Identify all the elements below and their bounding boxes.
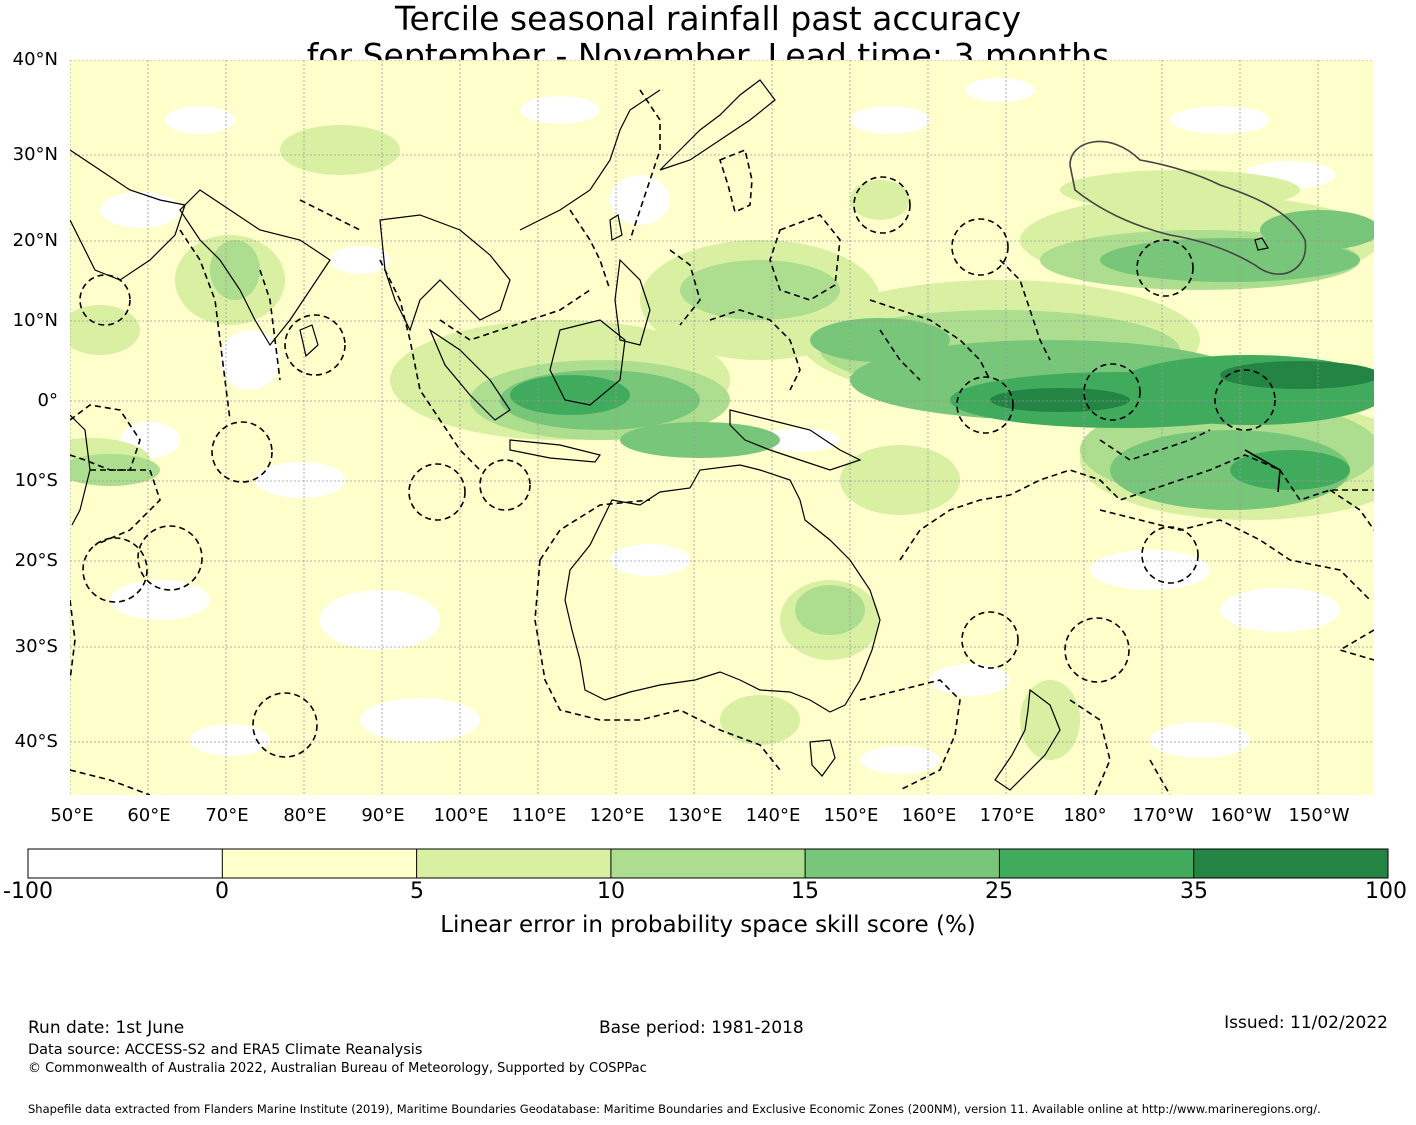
colorbar-segment-35-100 [1193,849,1388,878]
issued-date: Issued: 11/02/2022 [1224,1013,1388,1033]
lon-label-80e: 80°E [283,805,327,826]
philippines-coast [614,258,651,346]
colorbar-tick-5: 5 [410,879,424,904]
lon-label-130e: 130°E [667,805,723,826]
lat-label-30s: 30°S [14,636,58,657]
lat-label-40n: 40°N [12,49,58,70]
coastlines [70,79,1269,791]
base-period: Base period: 1981-2018 [599,1018,804,1038]
lon-label-160w: 160°W [1210,805,1272,826]
lon-label-100e: 100°E [433,805,489,826]
lat-label-20s: 20°S [14,550,58,571]
tasmania-coast [809,739,836,777]
colorbar-segment-10-15 [610,849,806,878]
colorbar-segment-5-10 [416,849,611,878]
colorbar-tick-0: 0 [215,879,229,904]
new-zealand-coast [994,688,1061,791]
map-title-line1: Tercile seasonal rainfall past accuracy [394,0,1022,38]
colorbar-frame [27,848,1389,879]
taiwan-coast [609,214,623,241]
colorbar-tick-neg100: -100 [3,879,53,904]
lon-label-110e: 110°E [511,805,567,826]
colorbar-tick-10: 10 [597,879,625,904]
colorbar-tick-100: 100 [1365,879,1407,904]
run-date: Run date: 1st June [28,1018,185,1038]
australia-coast [564,464,881,713]
lon-label-60e: 60°E [127,805,171,826]
lon-label-70e: 70°E [205,805,249,826]
colorbar-segment-15-25 [805,849,1000,878]
lat-label-0: 0° [37,390,58,411]
hawaii-coast [1254,237,1269,251]
lon-label-120e: 120°E [589,805,645,826]
new-guinea-coast [729,409,862,471]
japan-coast [659,79,776,171]
colorbar-tick-35: 35 [1180,879,1208,904]
lon-label-170w: 170°W [1132,805,1194,826]
skill-band-35-100 [990,361,1374,412]
colorbar-segment-25-35 [999,849,1194,878]
lon-label-150w: 150°W [1288,805,1350,826]
lon-label-150e: 150°E [823,805,879,826]
lat-label-10s: 10°S [14,470,58,491]
hawaii-eez-outline [1069,140,1307,275]
data-source: Data source: ACCESS-S2 and ERA5 Climate … [28,1042,423,1058]
eez-solid-boundary [1244,449,1281,493]
lon-label-140e: 140°E [745,805,801,826]
lon-label-90e: 90°E [361,805,405,826]
lat-label-40s: 40°S [14,731,58,752]
lat-label-20n: 20°N [12,230,58,251]
java-coast [509,439,602,463]
shapefile-credit: Shapefile data extracted from Flanders M… [28,1102,1321,1116]
colorbar [27,848,1389,879]
eez-boundaries [70,89,1374,795]
india-coast [179,189,331,347]
no-skill-patches [100,78,1340,774]
sumatra-coast [428,328,511,421]
graticule [70,60,1374,795]
lon-label-170e: 170°E [979,805,1035,826]
colorbar-segment-0-5 [222,849,417,878]
sri-lanka-coast [299,324,319,358]
lon-label-180: 180° [1063,805,1107,826]
borneo-coast [549,319,626,406]
copyright: © Commonwealth of Australia 2022, Austra… [28,1061,647,1076]
se-asia-coast [379,214,511,332]
colorbar-tick-25: 25 [985,879,1013,904]
china-coast [519,89,661,231]
lat-label-30n: 30°N [12,144,58,165]
lat-label-10n: 10°N [12,310,58,331]
lon-label-50e: 50°E [50,805,94,826]
colorbar-segment-neg100-0 [28,849,223,878]
colorbar-label: Linear error in probability space skill … [440,912,976,938]
lon-label-160e: 160°E [901,805,957,826]
colorbar-tick-15: 15 [791,879,819,904]
arabia-coast [70,149,186,281]
